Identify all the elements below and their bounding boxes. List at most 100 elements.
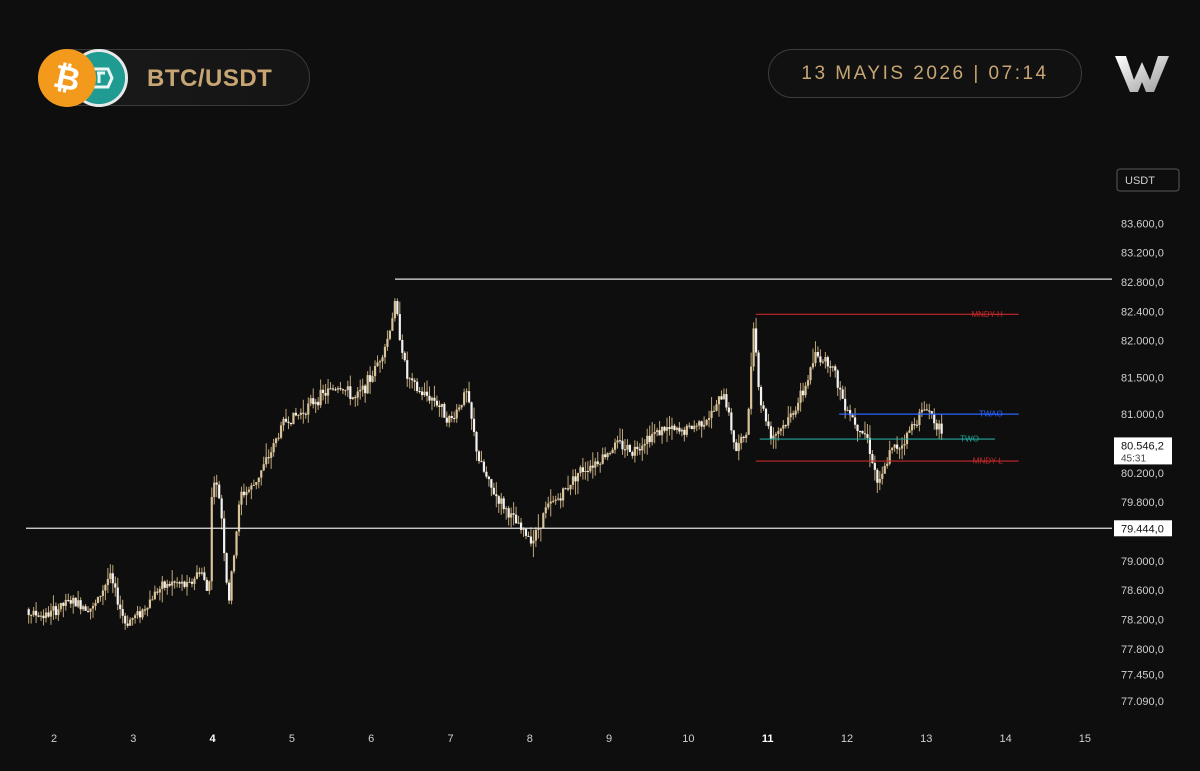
candle-body <box>789 413 792 418</box>
candle-body <box>361 385 364 390</box>
candle-body <box>146 607 149 610</box>
candle-body <box>495 494 498 497</box>
candle-body <box>928 410 931 412</box>
candle-body <box>262 464 265 471</box>
candle-body <box>101 590 105 596</box>
candle-body <box>210 497 213 582</box>
candle-body <box>420 391 424 396</box>
date-tick-label: 7 <box>447 733 453 745</box>
candle-body <box>364 385 367 394</box>
candle-body <box>247 489 250 492</box>
candle-body <box>784 425 787 427</box>
candle-body <box>871 453 874 464</box>
candle-body <box>754 328 758 353</box>
candle-body <box>873 463 876 470</box>
candle-body <box>849 410 852 416</box>
candle-body <box>133 615 137 618</box>
candle-body <box>505 508 508 510</box>
candle-body <box>905 432 909 445</box>
candle-body <box>96 597 100 603</box>
candle-body <box>129 619 132 626</box>
candle-body <box>32 610 35 615</box>
price-tick-label: 77.450,0 <box>1121 670 1164 682</box>
candle-body <box>433 397 436 401</box>
date-tick-label: 6 <box>368 733 374 745</box>
candle-body <box>331 388 335 390</box>
candle-body <box>799 390 802 403</box>
candle-body <box>408 378 411 380</box>
date-tick-label: 15 <box>1079 733 1091 745</box>
candle-body <box>700 421 703 427</box>
candle-body <box>554 499 557 501</box>
candle-body <box>853 417 857 425</box>
candle-body <box>656 430 659 432</box>
candle-body <box>606 453 609 458</box>
candle-body <box>307 403 310 415</box>
candle-body <box>467 391 471 403</box>
candle-body <box>359 389 362 392</box>
candle-body <box>767 421 770 427</box>
candle-body <box>272 443 275 453</box>
candle-body <box>673 425 676 430</box>
candle-body <box>166 583 169 588</box>
candle-body <box>524 528 528 536</box>
candle-body <box>346 386 349 391</box>
candle-body <box>819 356 822 363</box>
candle-body <box>344 390 347 392</box>
candle-body <box>623 449 627 451</box>
candle-body <box>611 449 614 454</box>
candle-body <box>383 346 387 358</box>
candle-body <box>183 581 186 587</box>
currency-selector[interactable] <box>1116 168 1180 192</box>
candle-body <box>336 388 340 390</box>
price-tick-label: 82.000,0 <box>1121 336 1164 348</box>
candle-body <box>722 394 726 400</box>
price-tick-label: 79.000,0 <box>1121 556 1164 568</box>
candle-body <box>604 454 607 458</box>
candle-body <box>396 301 399 315</box>
candle-body <box>653 431 656 434</box>
candle-body <box>609 453 612 455</box>
candle-body <box>304 413 307 415</box>
candle-body <box>153 591 156 600</box>
candle-body <box>302 412 305 414</box>
candle-body <box>485 471 488 477</box>
candle-body <box>86 610 90 612</box>
candle-body <box>591 465 594 468</box>
candle-body <box>532 540 535 544</box>
candle-body <box>881 473 884 479</box>
candle-body <box>717 396 721 405</box>
candle-body <box>557 498 560 500</box>
candle-body <box>79 600 82 610</box>
candle-body <box>430 397 434 401</box>
candle-body <box>759 387 763 406</box>
candle-body <box>393 301 396 319</box>
level-label-mndy-l: MNDY-L <box>973 457 1003 466</box>
candle-body <box>695 425 698 427</box>
candle-body <box>569 484 572 490</box>
candle-body <box>477 451 481 462</box>
candle-body <box>265 457 268 465</box>
candle-body <box>44 612 48 619</box>
candle-body <box>878 478 881 483</box>
candle-body <box>450 416 453 419</box>
candle-body <box>413 380 416 382</box>
w-logo-icon <box>1112 52 1172 96</box>
candle-body <box>547 503 550 508</box>
candle-body <box>185 582 189 587</box>
candle-body <box>651 433 654 443</box>
candle-body <box>665 427 669 431</box>
price-axis: USDT 83.600,0 83.200,0 82.800,0 82.400,0 82.0… <box>1116 168 1180 708</box>
candle-body <box>82 606 85 610</box>
date-tick-label: 2 <box>51 733 57 745</box>
candle-body <box>920 409 923 413</box>
candle-body <box>898 448 901 450</box>
candle-body <box>178 582 181 584</box>
candle-body <box>425 391 429 396</box>
candle-body <box>161 581 164 590</box>
candle-body <box>227 582 231 601</box>
candle-body <box>757 352 760 388</box>
candle-body <box>349 386 352 399</box>
candle-body <box>223 518 226 554</box>
date-tick-label: 9 <box>606 733 612 745</box>
